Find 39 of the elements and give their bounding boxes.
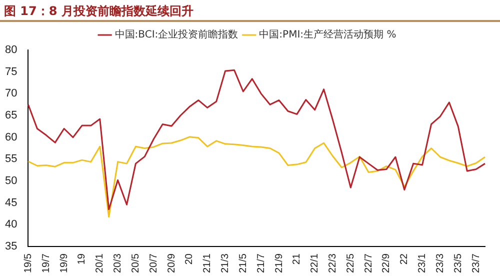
x-tick-label: 21/9 <box>274 253 285 274</box>
y-tick-label: 40 <box>4 218 18 231</box>
x-tick-label: 22/5 <box>345 253 356 274</box>
x-tick-label: 20/5 <box>130 253 142 274</box>
x-tick-label: 23/7 <box>470 253 482 274</box>
y-tick-label: 35 <box>4 240 18 253</box>
y-tick-label: 45 <box>4 196 18 209</box>
y-tick-label: 60 <box>4 131 18 144</box>
x-tick-label: 23/5 <box>452 253 464 274</box>
x-tick-label: 19 <box>76 253 88 265</box>
x-tick-label: 20/1 <box>94 253 106 274</box>
x-tick-label: 19/9 <box>58 253 70 274</box>
x-tick-label: 23/1 <box>417 253 428 274</box>
y-tick-label: 80 <box>4 44 18 56</box>
x-tick-label: 20/7 <box>148 253 160 274</box>
x-tick-label: 22/9 <box>381 253 392 274</box>
y-tick-label: 65 <box>4 110 18 122</box>
x-tick-label: 21/1 <box>202 253 214 274</box>
legend-label: 中国:PMI:生产经营活动预期 % <box>259 28 396 41</box>
y-tick-label: 55 <box>4 153 18 166</box>
y-tick-label: 70 <box>4 88 18 100</box>
x-tick-label: 23/3 <box>434 253 446 274</box>
x-tick-label: 21 <box>292 253 303 265</box>
x-tick-label: 21/3 <box>220 253 232 274</box>
y-tick-label: 75 <box>4 66 18 78</box>
x-tick-label: 20/3 <box>112 253 124 274</box>
y-tick-label: 50 <box>4 175 18 188</box>
x-tick-label: 19/7 <box>40 253 52 274</box>
x-tick-label: 22/3 <box>327 253 338 274</box>
x-tick-label: 20/9 <box>166 253 178 274</box>
legend-label: 中国:BCI:企业投资前瞻指数 <box>114 28 238 41</box>
x-tick-label: 21/7 <box>256 253 267 274</box>
x-tick-label: 22/1 <box>310 253 321 274</box>
x-tick-label: 19/5 <box>22 253 34 274</box>
x-tick-label: 22/7 <box>363 253 374 274</box>
x-tick-label: 21/5 <box>238 253 249 274</box>
x-tick-label: 20 <box>184 253 196 265</box>
x-tick-label: 22 <box>399 253 410 265</box>
chart-title: 图 17：8 月投资前瞻指数延续回升 <box>0 0 500 22</box>
